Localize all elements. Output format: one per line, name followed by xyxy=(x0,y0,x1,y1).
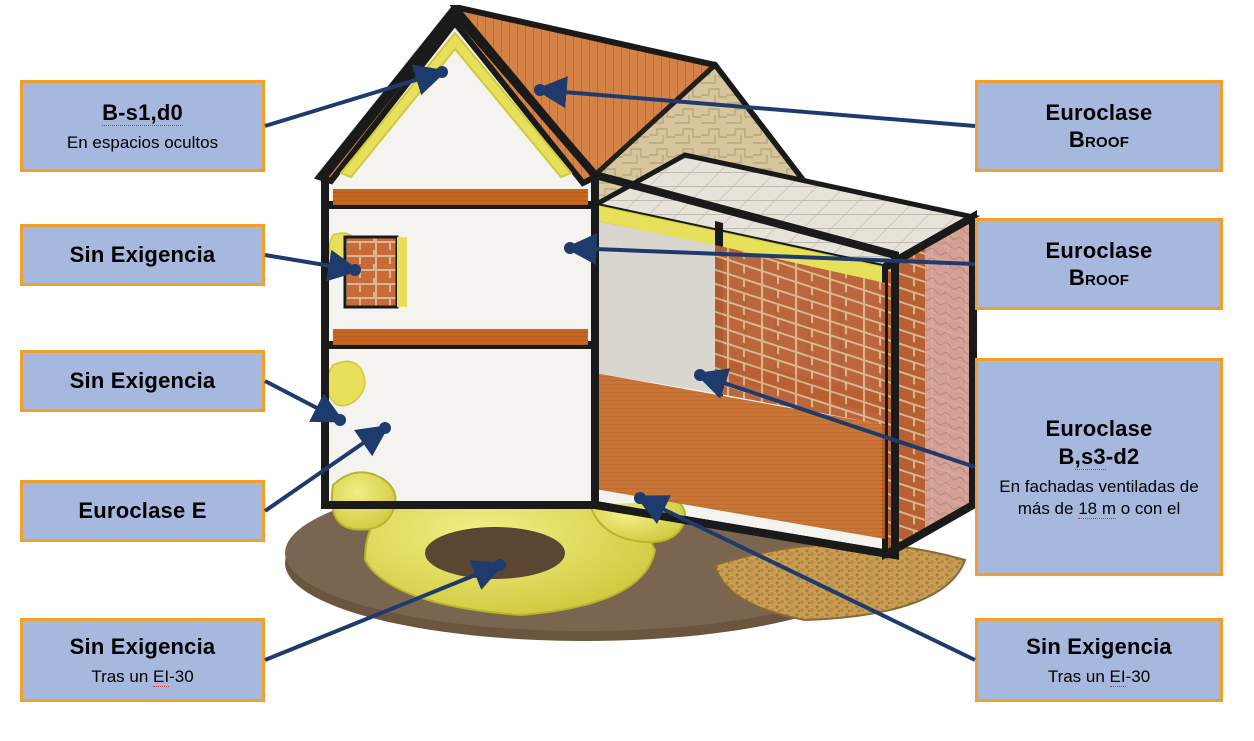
callout-r3: EuroclaseB,s3-d2 En fachadas ventiladas d… xyxy=(975,358,1223,576)
callout-sub: En espacios ocultos xyxy=(67,132,218,153)
callout-title: Sin Exigencia xyxy=(70,367,216,395)
callout-r4: Sin Exigencia Tras un EI-30 xyxy=(975,618,1223,702)
stage: B-s1,d0En espacios ocultosSin ExigenciaS… xyxy=(0,0,1254,741)
callout-l2: Sin Exigencia xyxy=(20,224,265,286)
callout-title: Sin Exigencia xyxy=(70,241,216,269)
callout-sub: En fachadas ventiladas de más de 18 m o … xyxy=(984,476,1214,519)
callout-title: Sin Exigencia xyxy=(1026,633,1172,661)
callout-title: EuroclaseBroof xyxy=(1046,237,1153,292)
callout-title: Sin Exigencia xyxy=(70,633,216,661)
callout-l1: B-s1,d0 En espacios ocultos xyxy=(20,80,265,172)
callout-title: B-s1,d0 xyxy=(102,99,183,127)
callout-l4: Euroclase E xyxy=(20,480,265,542)
callout-sub: Tras un EI-30 xyxy=(91,666,193,687)
house-illustration xyxy=(285,5,985,695)
callout-title: Euroclase E xyxy=(78,497,206,525)
callout-title: EuroclaseB,s3-d2 xyxy=(1046,415,1153,470)
callout-title: EuroclaseBroof xyxy=(1046,99,1153,154)
callout-r1: EuroclaseBroof xyxy=(975,80,1223,172)
callout-r2: EuroclaseBroof xyxy=(975,218,1223,310)
callout-sub: Tras un EI-30 xyxy=(1048,666,1150,687)
callout-l5: Sin Exigencia Tras un EI-30 xyxy=(20,618,265,702)
callout-l3: Sin Exigencia xyxy=(20,350,265,412)
